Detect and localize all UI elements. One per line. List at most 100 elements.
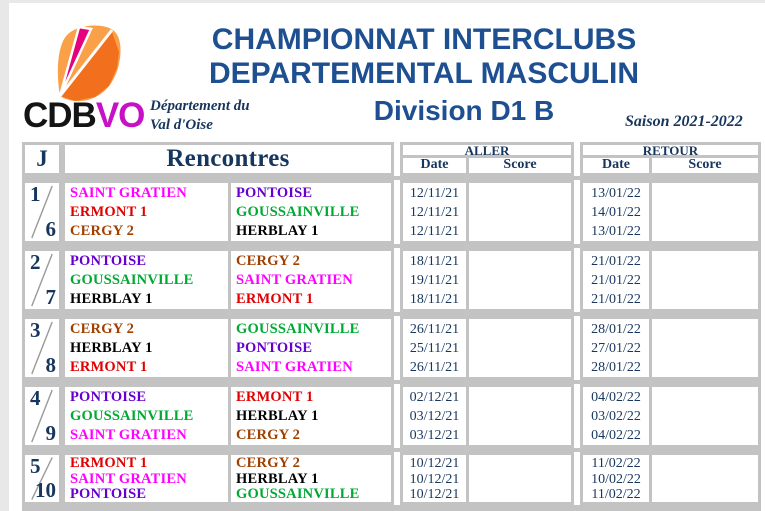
round-number-bottom: 6: [45, 217, 57, 241]
slash-icon: [31, 185, 53, 239]
header: CDBVO Département du Val d'Oise CHAMPION…: [9, 3, 765, 142]
team-name: GOUSSAINVILLE: [70, 272, 194, 288]
round-number-bottom: 9: [45, 421, 57, 445]
retour-cell: 21/01/22 21/01/22 21/01/22: [580, 248, 761, 312]
aller-date-column: 02/12/21 03/12/21 03/12/21: [403, 387, 469, 445]
round-row: 3 8 CERGY 2 HERBLAY 1 ERMONT 1 GOUSSAINVILLE P…: [22, 316, 761, 380]
page-title-line2: DEPARTEMENTAL MASCULIN: [209, 57, 639, 90]
round-number-top: 5: [30, 454, 41, 478]
slash-icon: [31, 457, 53, 500]
slash-icon: [31, 389, 53, 443]
aller-score-column: [469, 387, 571, 445]
retour-score-column: [652, 319, 758, 377]
aller-cell: 26/11/21 25/11/21 26/11/21: [400, 316, 574, 380]
retour-score-column: [652, 387, 758, 445]
retour-date-value: 11/02/22: [591, 456, 641, 471]
page-title-line1: CHAMPIONNAT INTERCLUBS: [211, 23, 637, 56]
team-name: SAINT GRATIEN: [70, 470, 187, 487]
team-name: CERGY 2: [70, 223, 135, 239]
round-number-top: 2: [30, 250, 41, 274]
rencontres-cell: PONTOISE GOUSSAINVILLE SAINT GRATIEN ERMONT…: [62, 384, 394, 448]
round-row: 2 7 PONTOISE GOUSSAINVILLE HERBLAY 1 CERGY 2 S…: [22, 248, 761, 312]
aller-score-column: [469, 319, 571, 377]
retour-score-column: [652, 251, 758, 309]
team-name: ERMONT 1: [236, 291, 314, 307]
retour-score-column: [652, 183, 758, 241]
window-edge-left: [0, 0, 9, 511]
away-team-column: ERMONT 1 HERBLAY 1 CERGY 2: [231, 387, 391, 445]
retour-date-column: 28/01/22 27/01/22 28/01/22: [583, 319, 652, 377]
team-name: ERMONT 1: [236, 389, 314, 405]
retour-date-value: 04/02/22: [591, 390, 641, 405]
round-separator: [22, 448, 761, 452]
team-name: PONTOISE: [70, 486, 147, 502]
retour-score-header: Score: [688, 157, 722, 172]
rencontres-cell: SAINT GRATIEN ERMONT 1 CERGY 2 PONTOISE GOUS…: [62, 180, 394, 244]
rounds-container: 1 6 SAINT GRATIEN ERMONT 1 CERGY 2 PONTOISE GO…: [0, 176, 765, 511]
team-name: SAINT GRATIEN: [236, 272, 353, 288]
team-name: GOUSSAINVILLE: [236, 486, 360, 502]
aller-score-header: Score: [503, 157, 537, 172]
round-row: 4 9 PONTOISE GOUSSAINVILLE SAINT GRATIEN ERMO…: [22, 384, 761, 448]
team-name: HERBLAY 1: [236, 470, 319, 487]
team-name: GOUSSAINVILLE: [70, 408, 194, 424]
round-number-bottom: 7: [45, 285, 57, 309]
team-name: ERMONT 1: [70, 455, 148, 471]
season-label: Saison 2021-2022: [625, 113, 743, 130]
home-team-column: SAINT GRATIEN ERMONT 1 CERGY 2: [65, 183, 231, 241]
round-separator: [22, 312, 761, 316]
rencontres-cell: PONTOISE GOUSSAINVILLE HERBLAY 1 CERGY 2 SAI…: [62, 248, 394, 312]
retour-date-value: 10/02/22: [591, 471, 641, 487]
team-name: GOUSSAINVILLE: [236, 321, 360, 337]
team-name: HERBLAY 1: [236, 223, 319, 239]
away-team-column: PONTOISE GOUSSAINVILLE HERBLAY 1: [231, 183, 391, 241]
retour-date-value: 11/02/22: [591, 487, 641, 502]
aller-date-value: 12/11/21: [409, 186, 460, 201]
home-team-column: ERMONT 1 SAINT GRATIEN PONTOISE: [65, 455, 231, 502]
aller-cell: 18/11/21 19/11/21 18/11/21: [400, 248, 574, 312]
team-name: CERGY 2: [236, 455, 301, 471]
round-number-bottom: 10: [35, 478, 56, 502]
team-name: PONTOISE: [236, 185, 313, 201]
aller-date-value: 10/12/21: [409, 456, 460, 471]
slash-icon: [31, 253, 53, 307]
aller-date-column: 18/11/21 19/11/21 18/11/21: [403, 251, 469, 309]
aller-date-column: 26/11/21 25/11/21 26/11/21: [403, 319, 469, 377]
aller-date-value: 18/11/21: [409, 292, 460, 307]
team-name: SAINT GRATIEN: [70, 185, 187, 201]
aller-score-column: [469, 183, 571, 241]
aller-cell: 10/12/21 10/12/21 10/12/21: [400, 452, 574, 505]
retour-cell: 04/02/22 03/02/22 04/02/22: [580, 384, 761, 448]
logo-cdb: CDB: [23, 96, 97, 135]
retour-date-value: 13/01/22: [591, 224, 641, 239]
home-team-column: CERGY 2 HERBLAY 1 ERMONT 1: [65, 319, 231, 377]
retour-date-value: 28/01/22: [591, 322, 641, 337]
retour-date-value: 03/02/22: [591, 409, 641, 424]
away-team-column: GOUSSAINVILLE PONTOISE SAINT GRATIEN: [231, 319, 391, 377]
team-name: CERGY 2: [70, 321, 135, 337]
j-column-header: J: [22, 142, 62, 176]
logo-vo: VO: [95, 96, 146, 135]
aller-date-value: 26/11/21: [409, 322, 460, 337]
retour-date-value: 04/02/22: [591, 428, 641, 443]
team-name: SAINT GRATIEN: [236, 359, 353, 375]
team-name: CERGY 2: [236, 427, 301, 443]
round-number-top: 1: [30, 182, 41, 206]
rencontres-cell: CERGY 2 HERBLAY 1 ERMONT 1 GOUSSAINVILLE PON…: [62, 316, 394, 380]
retour-date-column: 04/02/22 03/02/22 04/02/22: [583, 387, 652, 445]
department-caption: Département du Val d'Oise: [150, 97, 250, 135]
aller-cell: 02/12/21 03/12/21 03/12/21: [400, 384, 574, 448]
aller-date-value: 12/11/21: [409, 224, 460, 239]
aller-date-value: 19/11/21: [409, 273, 460, 288]
retour-date-value: 21/01/22: [591, 254, 641, 269]
aller-date-value: 03/12/21: [409, 409, 460, 424]
cdbvo-logo-icon: [57, 25, 121, 102]
away-team-column: CERGY 2 HERBLAY 1 GOUSSAINVILLE: [231, 455, 391, 502]
retour-subheader: Date Score: [583, 158, 758, 173]
round-separator: [22, 380, 761, 384]
logo-text: CDBVO: [23, 96, 146, 135]
